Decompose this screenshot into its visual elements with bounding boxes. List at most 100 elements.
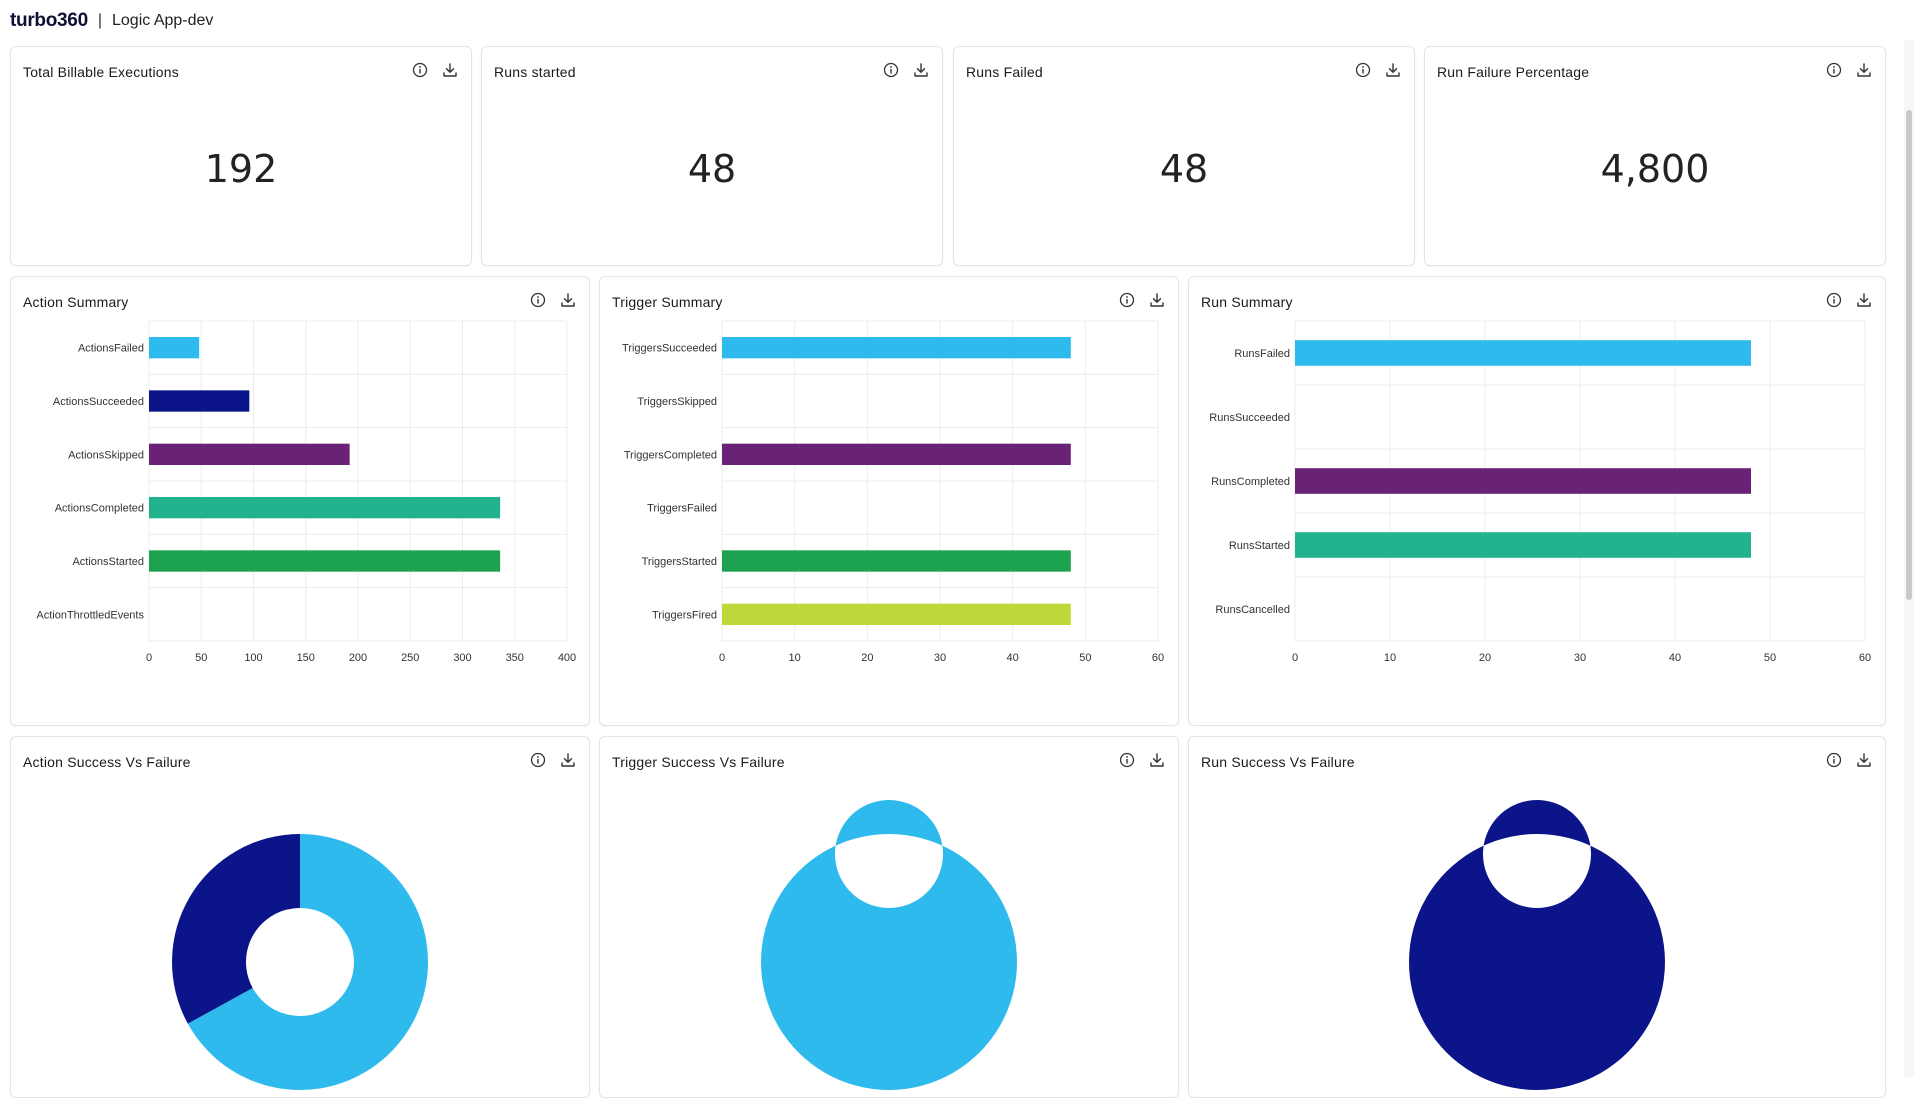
download-icon[interactable]: [1148, 291, 1166, 309]
card-title: Runs Failed: [966, 64, 1043, 80]
bar-TriggersSucceeded[interactable]: [722, 337, 1071, 359]
category-label: ActionsStarted: [72, 556, 144, 568]
run-success-vs-failure-chart: [1408, 800, 1665, 1090]
scrollbar-thumb[interactable]: [1906, 110, 1912, 600]
x-tick-label: 10: [1384, 652, 1396, 664]
category-label: ActionsSkipped: [68, 449, 144, 461]
donut-slice[interactable]: [172, 834, 300, 1024]
bar-ActionsSucceeded[interactable]: [149, 390, 250, 412]
card-title: Total Billable Executions: [23, 64, 179, 80]
card-title: Runs started: [494, 64, 576, 80]
donut-slice[interactable]: [187, 834, 429, 1090]
category-label: TriggersSucceeded: [622, 343, 717, 355]
category-label: TriggersStarted: [642, 556, 717, 568]
bar-RunsFailed[interactable]: [1295, 340, 1751, 366]
card-title: Trigger Summary: [612, 294, 723, 310]
x-tick-label: 30: [934, 652, 946, 664]
info-circle-icon[interactable]: [529, 751, 547, 769]
card-title: Run Failure Percentage: [1437, 64, 1590, 80]
kpi-value: 48: [687, 147, 737, 191]
donut-slice[interactable]: [1408, 800, 1665, 1090]
bar-ActionsStarted[interactable]: [149, 550, 501, 572]
x-tick-label: 250: [401, 652, 419, 664]
download-icon[interactable]: [912, 61, 930, 79]
category-label: TriggersFired: [652, 609, 717, 621]
download-icon[interactable]: [1148, 751, 1166, 769]
x-tick-label: 0: [1292, 652, 1298, 664]
chart-card-action-summary: Action Summary 0 50 100 150 200 250 300 350 400 A…: [10, 276, 590, 726]
x-tick-label: 0: [146, 652, 152, 664]
kpi-card-runs-failed: Runs Failed 48: [953, 46, 1415, 266]
kpi-value: 192: [204, 147, 278, 191]
run-summary-chart: 0 10 20 30 40 50 60 RunsFailed RunsSucceeded Runs…: [1209, 320, 1871, 664]
info-circle-icon[interactable]: [1825, 61, 1843, 79]
x-tick-label: 350: [506, 652, 524, 664]
x-tick-label: 20: [861, 652, 873, 664]
info-circle-icon[interactable]: [1354, 61, 1372, 79]
kpi-card-total-billable-executions: Total Billable Executions 192: [10, 46, 472, 266]
trigger-success-vs-failure-chart: [760, 800, 1017, 1090]
chart-card-action-success-vs-failure: Action Success Vs Failure: [10, 736, 590, 1098]
bar-RunsStarted[interactable]: [1295, 532, 1751, 558]
category-label: ActionsSucceeded: [53, 396, 144, 408]
download-icon[interactable]: [559, 751, 577, 769]
page-scrollbar[interactable]: [1904, 40, 1914, 1077]
kpi-value: 4,800: [1600, 147, 1710, 191]
bar-ActionsSkipped[interactable]: [149, 443, 350, 465]
category-label: ActionThrottledEvents: [36, 609, 144, 621]
x-tick-label: 50: [1764, 652, 1776, 664]
info-circle-icon[interactable]: [882, 61, 900, 79]
header-separator: |: [97, 12, 102, 29]
category-label: RunsSucceeded: [1209, 412, 1290, 424]
download-icon[interactable]: [1855, 291, 1873, 309]
card-title: Trigger Success Vs Failure: [612, 754, 785, 770]
x-tick-label: 60: [1859, 652, 1871, 664]
category-label: TriggersFailed: [647, 503, 717, 515]
chart-card-trigger-summary: Trigger Summary 0 10 20 30 40 50 60 TriggersSuc…: [599, 276, 1179, 726]
info-circle-icon[interactable]: [411, 61, 429, 79]
x-tick-label: 300: [453, 652, 471, 664]
category-label: TriggersSkipped: [637, 396, 717, 408]
x-tick-label: 10: [789, 652, 801, 664]
download-icon[interactable]: [1855, 61, 1873, 79]
category-label: TriggersCompleted: [624, 449, 717, 461]
category-label: RunsStarted: [1229, 540, 1290, 552]
kpi-card-runs-started: Runs started 48: [481, 46, 943, 266]
info-circle-icon[interactable]: [529, 291, 547, 309]
x-tick-label: 50: [1079, 652, 1091, 664]
x-tick-label: 20: [1479, 652, 1491, 664]
kpi-card-run-failure-percentage: Run Failure Percentage 4,800: [1424, 46, 1886, 266]
bar-TriggersCompleted[interactable]: [722, 443, 1071, 465]
info-circle-icon[interactable]: [1825, 751, 1843, 769]
bar-ActionsFailed[interactable]: [149, 337, 200, 359]
x-tick-label: 30: [1574, 652, 1586, 664]
brand-logo[interactable]: turbo360: [10, 10, 88, 31]
download-icon[interactable]: [1855, 751, 1873, 769]
bar-ActionsCompleted[interactable]: [149, 497, 501, 519]
info-circle-icon[interactable]: [1825, 291, 1843, 309]
category-label: RunsFailed: [1234, 348, 1290, 360]
bar-TriggersFired[interactable]: [722, 603, 1071, 625]
x-tick-label: 0: [719, 652, 725, 664]
info-circle-icon[interactable]: [1118, 751, 1136, 769]
card-title: Run Summary: [1201, 294, 1293, 310]
x-tick-label: 200: [349, 652, 367, 664]
donut-slice[interactable]: [760, 800, 1017, 1090]
chart-card-run-summary: Run Summary 0 10 20 30 40 50 60 RunsFailed RunsS…: [1188, 276, 1886, 726]
bar-RunsCompleted[interactable]: [1295, 468, 1751, 494]
download-icon[interactable]: [559, 291, 577, 309]
bar-TriggersStarted[interactable]: [722, 550, 1071, 572]
app-name: Logic App-dev: [112, 12, 214, 29]
x-tick-label: 40: [1669, 652, 1681, 664]
x-tick-label: 50: [195, 652, 207, 664]
download-icon[interactable]: [1384, 61, 1402, 79]
download-icon[interactable]: [441, 61, 459, 79]
info-circle-icon[interactable]: [1118, 291, 1136, 309]
chart-card-run-success-vs-failure: Run Success Vs Failure: [1188, 736, 1886, 1098]
kpi-value: 48: [1159, 147, 1209, 191]
card-title: Action Success Vs Failure: [23, 754, 191, 770]
category-label: RunsCancelled: [1215, 604, 1290, 616]
category-label: RunsCompleted: [1211, 476, 1290, 488]
x-tick-label: 40: [1007, 652, 1019, 664]
trigger-summary-chart: 0 10 20 30 40 50 60 TriggersSucceeded TriggersSk…: [622, 320, 1164, 664]
